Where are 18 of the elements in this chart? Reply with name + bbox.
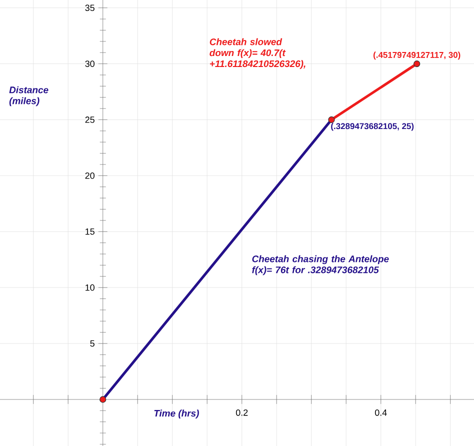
y-tick-label: 25	[85, 116, 94, 123]
point	[100, 396, 106, 403]
annotation: Cheetah chasing the Antelope f(x)= 76t for .3289473682105	[252, 255, 389, 276]
annotation: Cheetah slowed down f(x)= 40.7(t +11.61184210526326),	[210, 38, 306, 69]
x-axis-title: Time (hrs)	[154, 410, 199, 419]
x-tick-label: 0.2	[236, 409, 248, 416]
annotation: (.3289473682105, 25)	[331, 122, 414, 131]
y-tick-label: 20	[85, 172, 94, 179]
y-tick-label: 35	[85, 4, 94, 12]
point	[414, 60, 420, 68]
y-axis-title: Distance (miles)	[9, 86, 48, 106]
y-tick-label: 30	[85, 60, 94, 67]
point	[328, 116, 335, 124]
y-tick-label: 15	[86, 228, 94, 235]
y-tick-label: 5	[90, 340, 94, 347]
annotation: (.45179749127117, 30)	[374, 52, 460, 60]
x-tick-label: 0.4	[374, 409, 387, 416]
y-tick-label: 10	[86, 284, 94, 291]
